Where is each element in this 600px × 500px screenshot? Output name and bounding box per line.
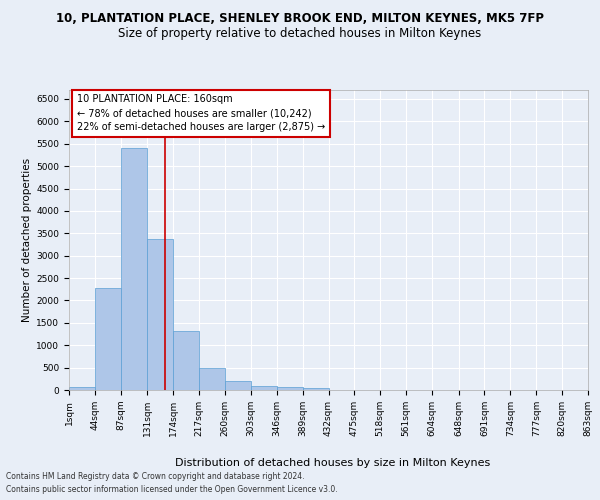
Text: Contains public sector information licensed under the Open Government Licence v3: Contains public sector information licen…: [6, 485, 338, 494]
Text: Contains HM Land Registry data © Crown copyright and database right 2024.: Contains HM Land Registry data © Crown c…: [6, 472, 305, 481]
Bar: [69, 386, 95, 390]
Text: 10, PLANTATION PLACE, SHENLEY BROOK END, MILTON KEYNES, MK5 7FP: 10, PLANTATION PLACE, SHENLEY BROOK END,…: [56, 12, 544, 26]
Text: 10 PLANTATION PLACE: 160sqm
← 78% of detached houses are smaller (10,242)
22% of: 10 PLANTATION PLACE: 160sqm ← 78% of det…: [77, 94, 325, 132]
Bar: [173, 332, 199, 390]
Text: Distribution of detached houses by size in Milton Keynes: Distribution of detached houses by size …: [175, 458, 491, 468]
Y-axis label: Number of detached properties: Number of detached properties: [22, 158, 32, 322]
Bar: [95, 288, 121, 390]
Bar: [302, 388, 329, 390]
Bar: [277, 388, 302, 390]
Text: Size of property relative to detached houses in Milton Keynes: Size of property relative to detached ho…: [118, 28, 482, 40]
Bar: [251, 386, 277, 390]
Bar: [121, 148, 147, 390]
Bar: [147, 238, 173, 390]
Bar: [199, 368, 225, 390]
Bar: [225, 381, 251, 390]
